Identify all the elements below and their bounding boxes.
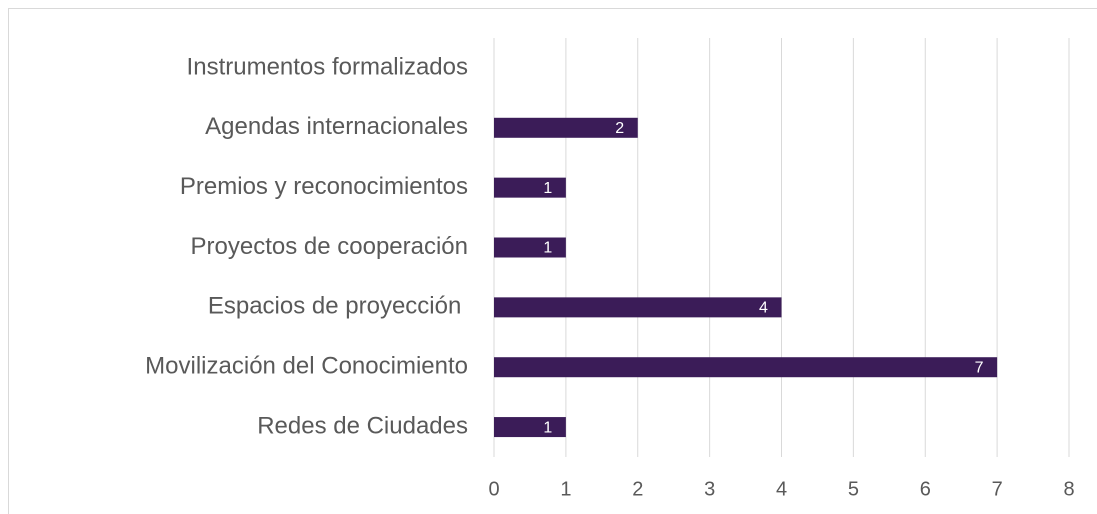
y-tick-label: Premios y reconocimientos	[180, 173, 468, 200]
data-label: 2	[615, 120, 624, 137]
data-label: 4	[759, 300, 768, 317]
y-tick-label: Proyectos de cooperación	[191, 233, 469, 260]
bar	[494, 297, 782, 318]
chart-border	[8, 8, 1097, 514]
y-tick-label: Espacios de proyección	[208, 293, 468, 320]
x-tick-label: 0	[488, 478, 499, 500]
bar	[494, 417, 566, 438]
x-tick-label: 6	[920, 478, 931, 500]
x-tick-label: 2	[632, 478, 643, 500]
x-tick-label: 7	[992, 478, 1003, 500]
x-tick-label: 4	[776, 478, 787, 500]
data-label: 1	[543, 419, 552, 436]
data-label: 1	[543, 240, 552, 257]
bar	[494, 117, 638, 138]
data-label: 1	[543, 180, 552, 197]
y-tick-label: Redes de Ciudades	[257, 412, 468, 439]
bar	[494, 357, 998, 378]
y-tick-label: Movilización del Conocimiento	[145, 353, 468, 380]
x-tick-label: 1	[560, 478, 571, 500]
bar	[494, 177, 566, 198]
bar	[494, 237, 566, 258]
x-tick-label: 5	[848, 478, 859, 500]
data-label: 7	[975, 359, 984, 376]
y-tick-label: Agendas internacionales	[205, 113, 468, 140]
x-tick-label: 3	[704, 478, 715, 500]
y-tick-label: Instrumentos formalizados	[187, 53, 468, 80]
x-tick-label: 8	[1063, 478, 1074, 500]
